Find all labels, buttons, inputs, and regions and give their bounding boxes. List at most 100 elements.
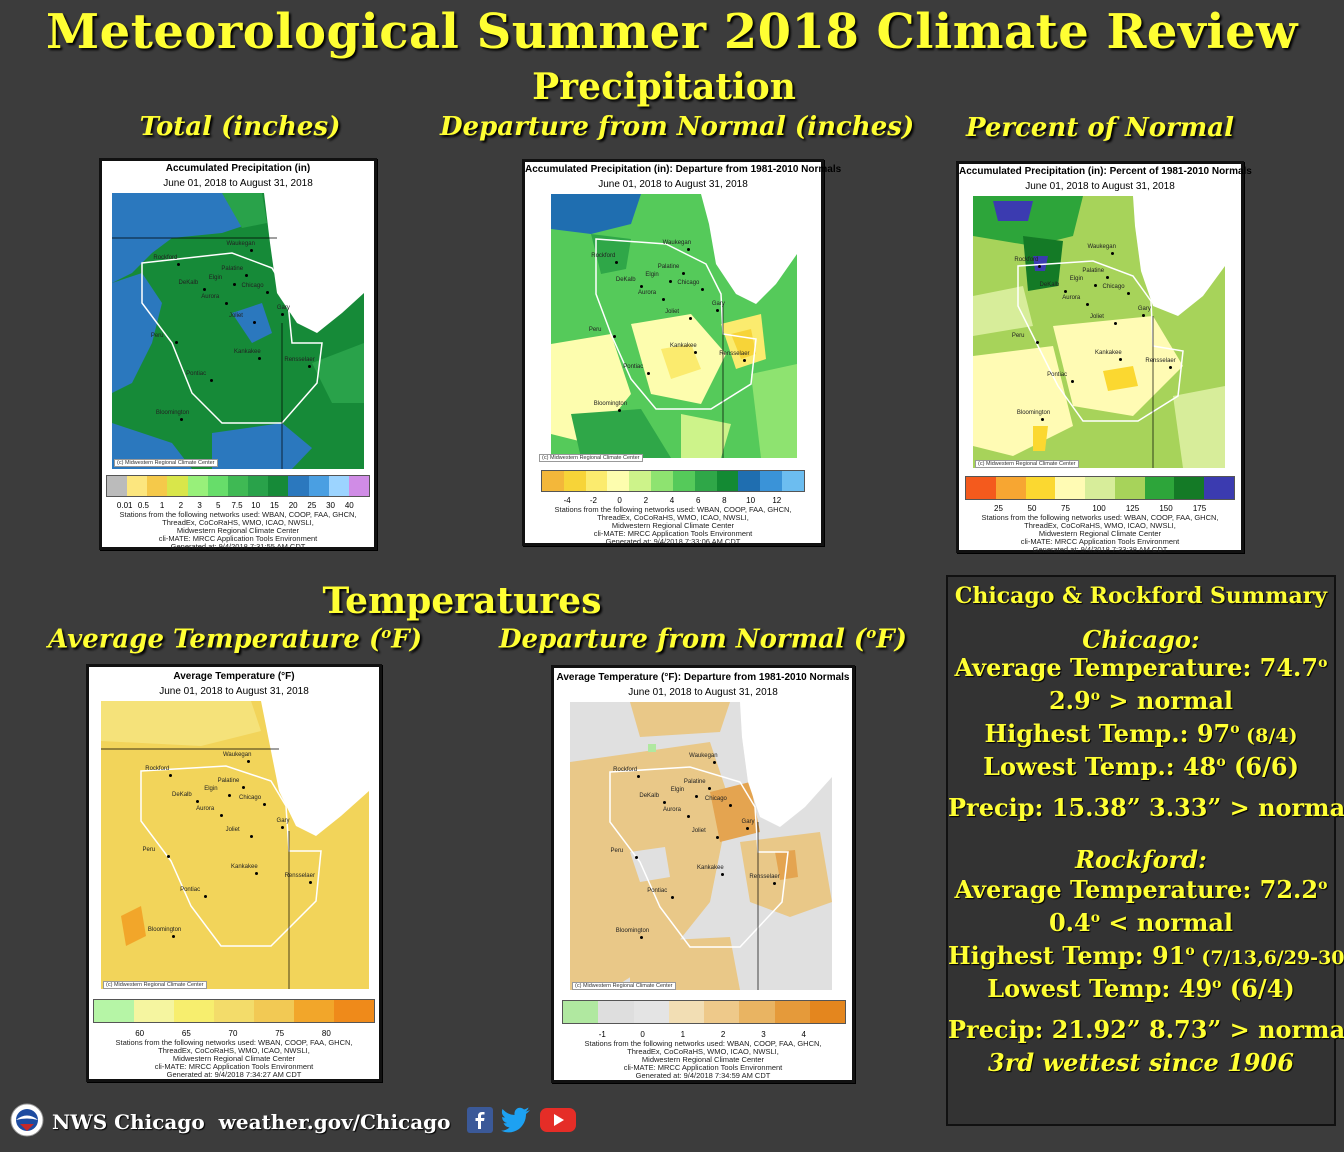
legend-tick-label: 7.5 xyxy=(231,501,243,510)
temp-departure-map: Rockford Waukegan Palatine Elgin DeKalb Auror… xyxy=(570,702,832,990)
footnote-line: Stations from the following networks use… xyxy=(584,1039,822,1048)
city-label: Rockford xyxy=(153,255,178,262)
city-marker xyxy=(258,357,261,361)
rockford-departure: 0.4o < normal xyxy=(1048,908,1234,937)
legend-tick-label: 50 xyxy=(1027,504,1037,513)
map-title: Accumulated Precipitation (in): Percent … xyxy=(959,166,1252,177)
legend-swatch xyxy=(147,476,168,496)
city-label: Joliet xyxy=(665,308,680,315)
legend-tick-label: 1 xyxy=(680,1030,686,1039)
map-date-range: June 01, 2018 to August 31, 2018 xyxy=(163,178,313,189)
city-label: Aurora xyxy=(1062,295,1081,302)
city-marker xyxy=(1169,365,1173,369)
legend-swatch xyxy=(598,1001,634,1023)
city-label: Chicago xyxy=(677,279,700,286)
twitter-icon[interactable] xyxy=(500,1107,531,1137)
legend-tick-label: 65 xyxy=(181,1029,191,1038)
legend-swatch xyxy=(629,471,652,491)
city-label: Aurora xyxy=(638,290,657,297)
footnote-line: Generated at: 9/4/2018 7:33:06 AM CDT xyxy=(605,537,741,546)
map-title: Accumulated Precipitation (in): Departur… xyxy=(525,164,842,175)
precip-total-legend xyxy=(106,475,370,497)
legend-swatch xyxy=(760,471,783,491)
city-label: Rockford xyxy=(613,767,638,774)
legend-swatch xyxy=(585,471,608,491)
city-marker xyxy=(1040,417,1044,421)
city-label: Elgin xyxy=(208,274,223,281)
city-label: Bloomington xyxy=(593,401,628,408)
city-label: Joliet xyxy=(225,826,240,833)
city-label: DeKalb xyxy=(1039,281,1060,288)
city-label: Pontiac xyxy=(1047,371,1068,378)
footnote-line: Stations from the following networks use… xyxy=(554,505,792,514)
city-marker xyxy=(232,282,236,286)
city-marker xyxy=(179,417,183,421)
legend-swatch xyxy=(227,476,249,496)
city-marker xyxy=(210,379,214,383)
city-marker xyxy=(671,896,675,900)
precip-percent-legend xyxy=(965,476,1235,500)
legend-tick-label: 3 xyxy=(761,1030,766,1039)
precipitation-heading: Precipitation xyxy=(532,66,796,108)
map-credit: (c) Midwestern Regional Climate Center xyxy=(975,460,1079,468)
city-label: Peru xyxy=(588,327,602,334)
city-marker xyxy=(245,274,249,278)
precip-departure-legend-labels: -4 -2 0 2 4 6 8 10 12 xyxy=(541,496,803,506)
city-marker xyxy=(177,263,181,267)
map-credit: (c) Midwestern Regional Climate Center xyxy=(114,459,218,467)
city-marker xyxy=(686,815,690,819)
legend-swatch xyxy=(1085,477,1115,499)
legend-swatch xyxy=(704,1001,740,1023)
chicago-highest-temp: Highest Temp.: 97o (8/4) xyxy=(984,719,1298,748)
city-label: Waukegan xyxy=(226,241,255,248)
nws-logo-icon xyxy=(10,1103,44,1141)
city-marker xyxy=(615,261,619,265)
city-marker xyxy=(169,774,173,778)
city-label: Waukegan xyxy=(689,752,718,759)
footnote-line: cli-MATE: MRCC Application Tools Environ… xyxy=(154,1062,314,1071)
legend-swatch xyxy=(1055,477,1086,499)
legend-tick-label: 8 xyxy=(722,496,727,505)
city-label: Palatine xyxy=(657,263,680,270)
city-marker xyxy=(701,287,705,291)
city-label: Kankakee xyxy=(670,343,697,350)
city-marker xyxy=(634,855,638,859)
city-label: DeKalb xyxy=(172,792,192,799)
map-date-range: June 01, 2018 to August 31, 2018 xyxy=(628,687,778,698)
legend-tick-label: 2 xyxy=(178,501,184,510)
legend-tick-label: 0.5 xyxy=(137,501,149,510)
legend-tick-label: 75 xyxy=(1061,504,1070,513)
legend-swatch xyxy=(1204,477,1235,499)
city-marker xyxy=(707,786,711,790)
footnote-line: cli-MATE: MRCC Application Tools Environ… xyxy=(158,534,318,543)
city-label: Waukegan xyxy=(1087,243,1116,250)
city-marker xyxy=(1126,292,1130,296)
city-marker xyxy=(694,795,698,799)
legend-tick-label: 30 xyxy=(326,501,336,510)
legend-swatch xyxy=(563,1001,599,1023)
city-label: Kankakee xyxy=(234,349,261,356)
footnote-line: Generated at: 9/4/2018 7:33:38 AM CDT xyxy=(1032,545,1168,554)
map-credit: (c) Midwestern Regional Climate Center xyxy=(539,454,643,462)
footnote-line: cli-MATE: MRCC Application Tools Environ… xyxy=(1020,537,1180,546)
city-marker xyxy=(196,800,200,804)
youtube-icon[interactable] xyxy=(539,1106,577,1138)
city-marker xyxy=(263,802,267,806)
city-label: Palatine xyxy=(221,266,244,273)
legend-swatch xyxy=(739,1001,775,1023)
city-label: Gary xyxy=(741,818,755,825)
city-label: Pontiac xyxy=(647,888,668,895)
legend-tick-label: 60 xyxy=(135,1029,145,1038)
rockford-note: 3rd wettest since 1906 xyxy=(988,1048,1294,1077)
city-label: Joliet xyxy=(691,827,706,834)
legend-tick-label: 6 xyxy=(695,496,701,505)
legend-swatch xyxy=(174,1000,214,1022)
precip-departure-map-panel: Accumulated Precipitation (in): Departur… xyxy=(522,159,842,546)
city-marker xyxy=(713,760,717,764)
city-marker xyxy=(1063,289,1067,293)
footer-url[interactable]: weather.gov/Chicago xyxy=(218,1110,451,1134)
legend-swatch xyxy=(716,471,739,491)
city-marker xyxy=(228,794,232,798)
city-marker xyxy=(1111,251,1115,255)
facebook-icon[interactable] xyxy=(466,1107,493,1137)
